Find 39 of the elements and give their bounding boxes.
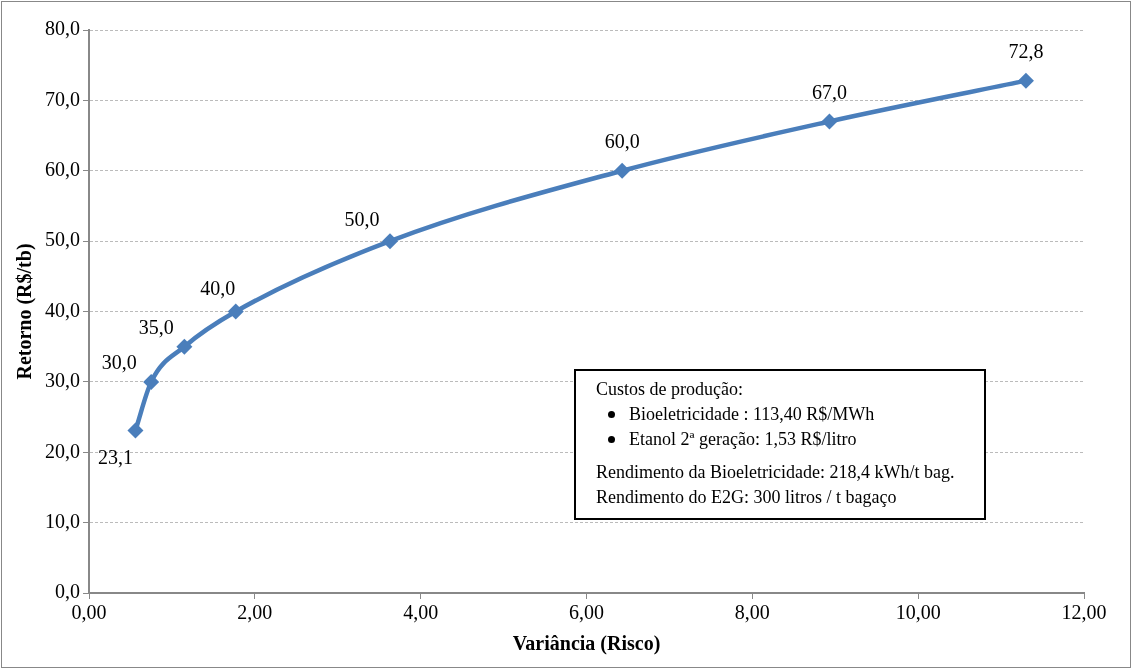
data-label: 35,0 [138,315,174,338]
y-tick-label: 60,0 [45,158,80,180]
annotation: Bioeletricidade : 113,40 R$/MWh [628,403,876,426]
y-tick-label: 20,0 [45,439,80,462]
point [127,422,144,439]
point [227,303,244,320]
y-axis-title: Retorno (R$/tb) [13,243,37,380]
y-tick-label: 30,0 [45,369,80,392]
point [176,338,193,355]
data-label: 67,0 [811,80,847,103]
y-tick-label: 70,0 [45,87,80,110]
x-tick-label: 2,00 [237,601,273,624]
x-tick-label: 6,00 [569,601,604,624]
annotation: Rendimento da Bioeletricidade: 218,4 kWh/t bag. [596,461,956,484]
annotation: Etanol 2ª geração: 1,53 R$/litro [628,428,858,451]
x-tick-label: 4,00 [403,601,439,624]
y-tick-label: 50,0 [45,228,80,251]
y-tick-label: 80,0 [45,17,80,40]
data-label: 72,8 [1008,39,1044,62]
x-tick-label: 10,00 [895,601,941,624]
point [381,233,398,250]
data-label: 60,0 [604,130,640,152]
data-label: 40,0 [200,276,236,299]
data-label: 30,0 [101,351,137,374]
data-label: 50,0 [344,208,380,231]
x-tick-label: 8,00 [734,601,770,624]
y-tick-label: 0,0 [55,580,80,603]
point [143,373,160,390]
point [821,113,838,130]
point [1017,72,1034,89]
data-label: 23,1 [97,445,133,468]
point [614,162,631,179]
x-tick-label: 0,00 [71,601,107,624]
y-tick-label: 40,0 [45,298,80,321]
y-tick-label: 10,0 [45,509,80,532]
x-axis-title: Variância (Risco) [512,632,661,656]
x-tick-label: 12,00 [1061,601,1107,624]
annotation: Rendimento do E2G: 300 litros / t bagaço [596,486,898,509]
annotation: Custos de produção: [596,378,744,401]
